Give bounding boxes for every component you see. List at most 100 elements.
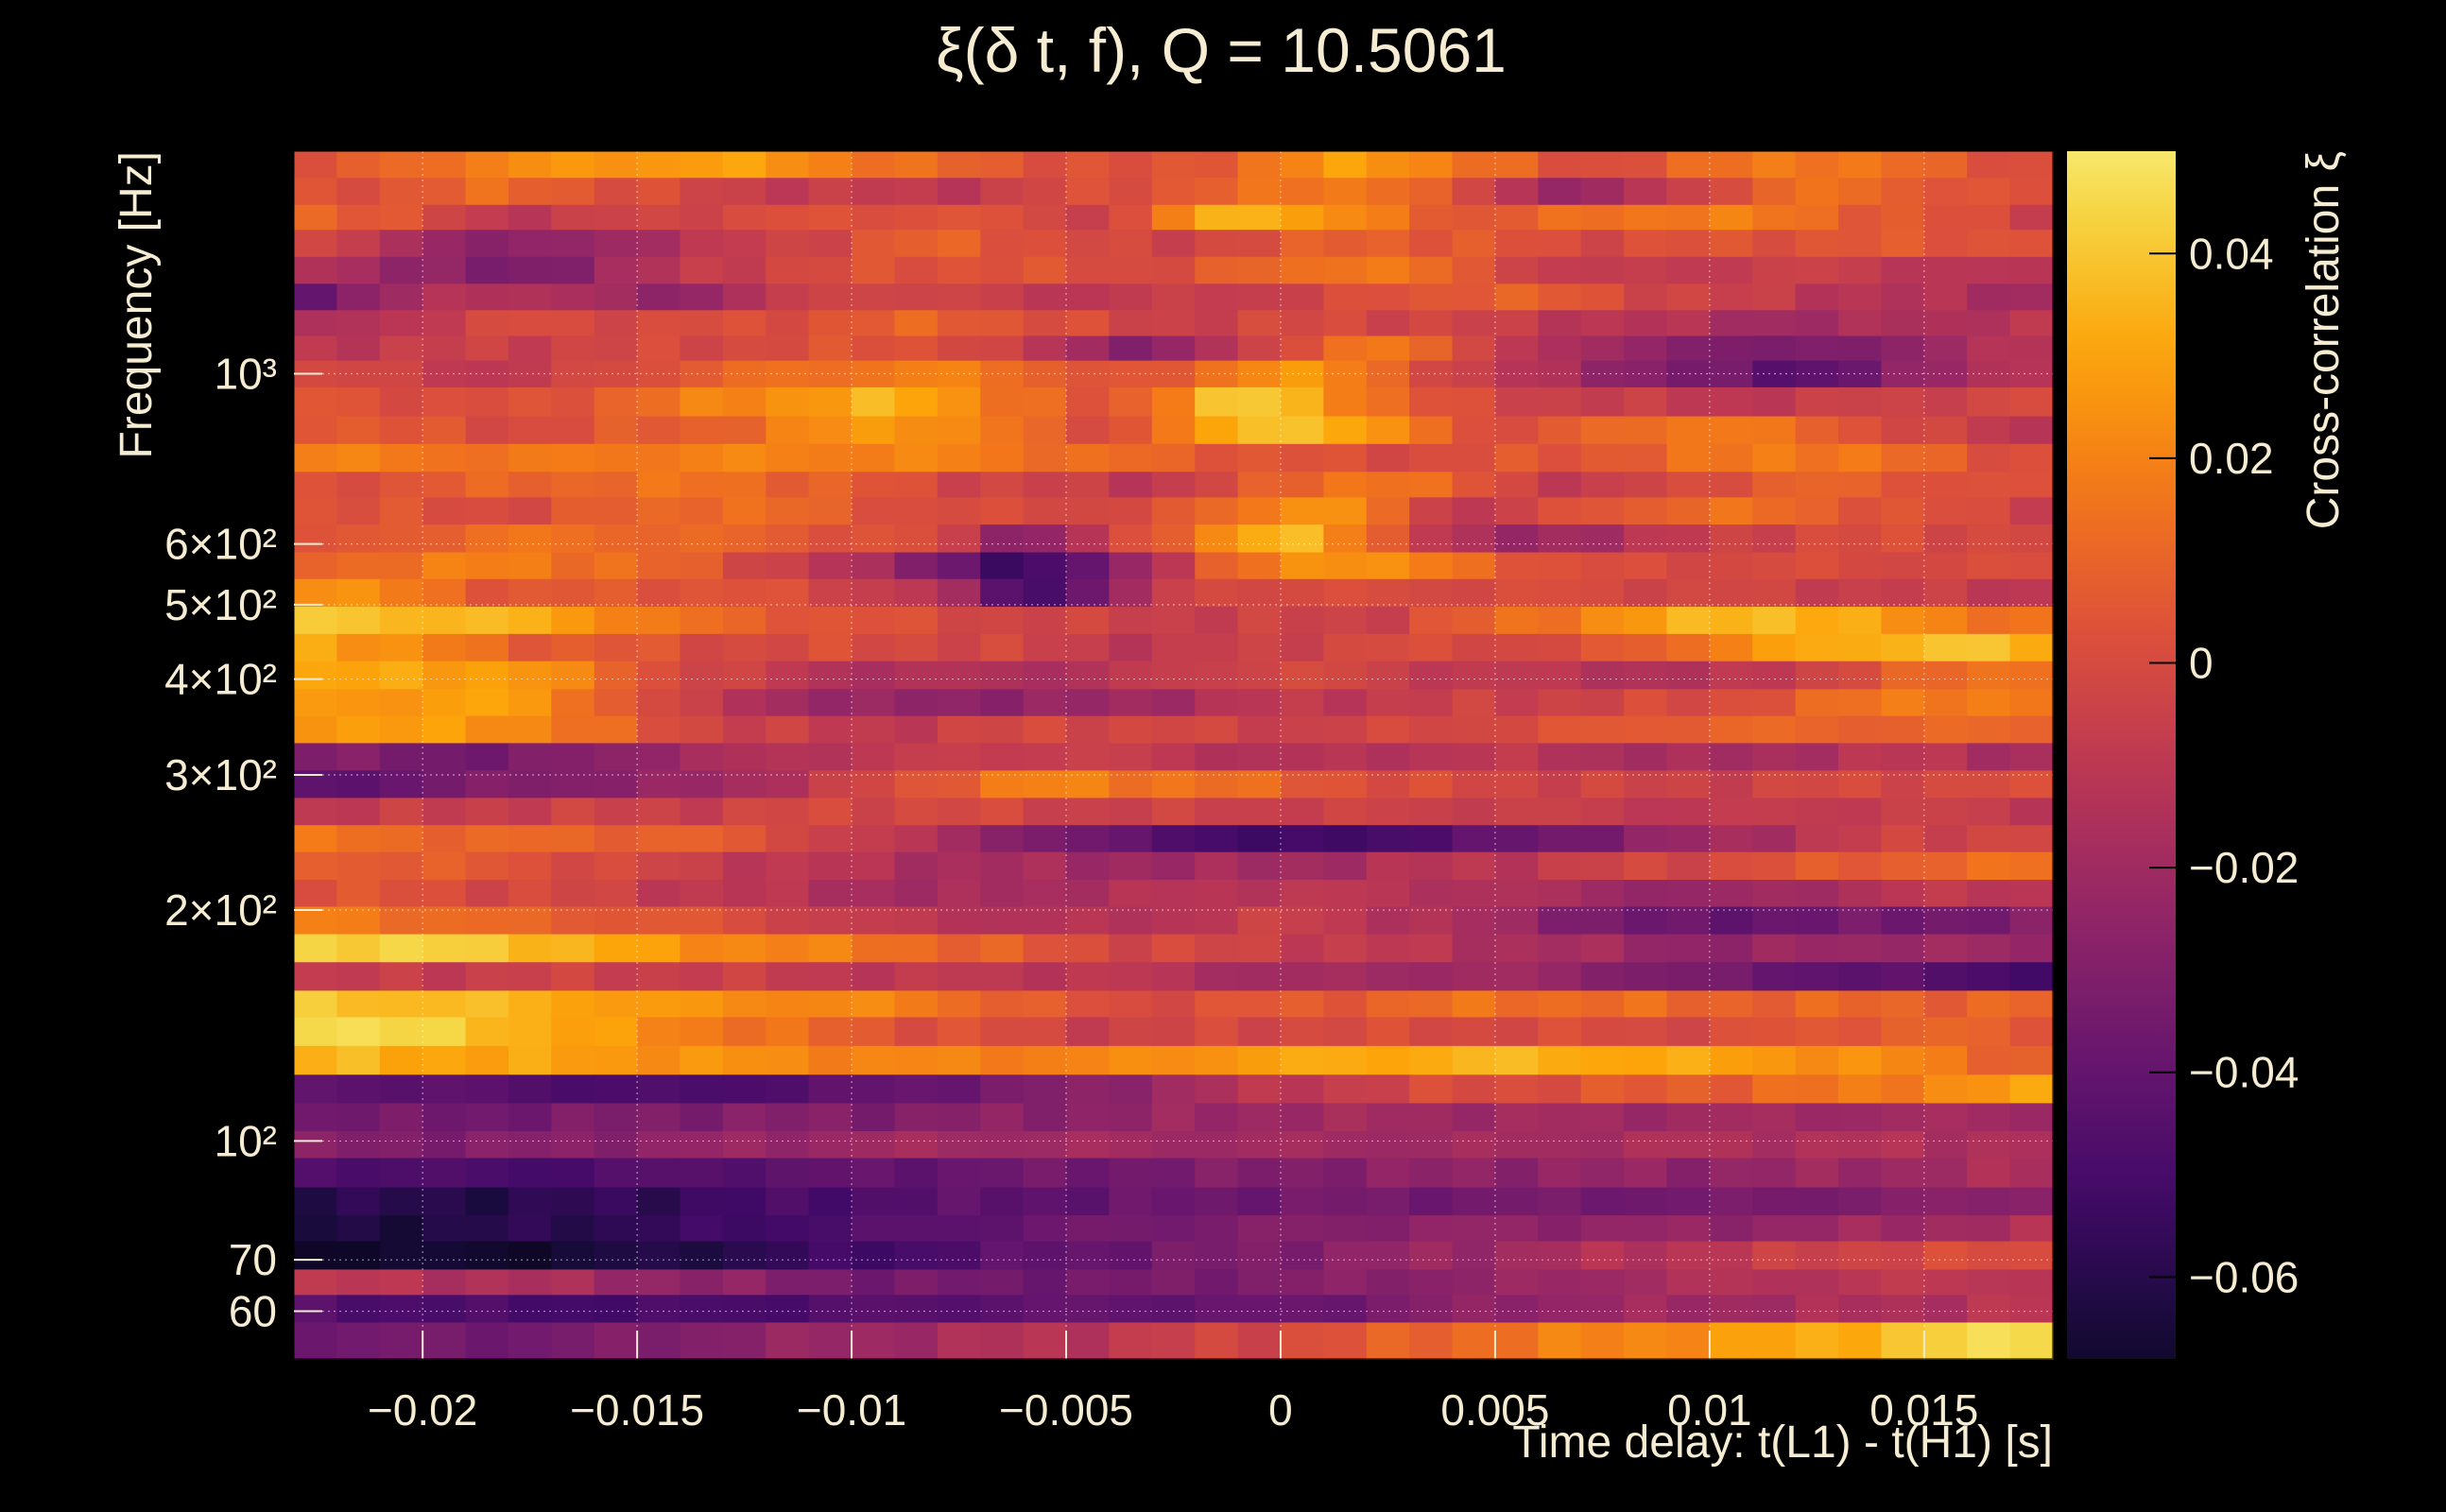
heatmap-cell [637,1074,681,1105]
heatmap-cell [808,178,853,206]
heatmap-cell [1151,443,1196,472]
heatmap-cell [680,633,724,662]
heatmap-cell [1409,1269,1454,1297]
heatmap-cell [937,284,981,311]
heatmap-cell [722,230,767,258]
heatmap-cell [1967,1158,2011,1189]
heatmap-cell [1838,990,1883,1019]
heatmap-cell [2009,256,2054,284]
x-tick-label: −0.01 [797,1385,906,1435]
heatmap-cell [1538,715,1582,745]
heatmap-cell [1452,825,1496,853]
heatmap-cell [551,1241,595,1271]
heatmap-cell [1666,1130,1711,1160]
heatmap-cell [594,1295,638,1324]
heatmap-cell [1709,607,1753,635]
heatmap-cell [1709,360,1753,388]
heatmap-cell [294,1158,338,1189]
heatmap-cell [680,934,724,963]
heatmap-cell [294,256,338,284]
heatmap-cell [937,472,981,499]
heatmap-cell [1838,715,1883,745]
heatmap-cell [980,1187,1025,1216]
heatmap-cell [1795,1045,1839,1075]
heatmap-cell [980,1074,1025,1105]
heatmap-cell [465,284,509,311]
heatmap-cell [1538,1187,1582,1216]
heatmap-cell [594,661,638,691]
heatmap-cell [1795,387,1839,418]
heatmap-cell [1494,416,1540,445]
heatmap-cell [894,1295,939,1324]
heatmap-cell [2009,335,2054,362]
heatmap-cell [1881,1295,1925,1324]
heatmap-cell [1237,661,1282,691]
heatmap-cell [808,472,853,499]
heatmap-cell [1624,416,1668,445]
heatmap-cell [1151,1017,1196,1047]
heatmap-cell [1580,552,1625,580]
heatmap-cell [1409,934,1454,963]
heatmap-cell [1066,689,1111,717]
heatmap-cell [637,1322,681,1360]
heatmap-cell [1538,633,1582,662]
heatmap-cell [1624,851,1668,881]
heatmap-cell [1967,284,2011,311]
heatmap-cell [1195,906,1239,936]
y-tick-label: 2×10² [164,885,277,935]
heatmap-cell [680,178,724,206]
heatmap-cell [1237,851,1282,881]
heatmap-cell [937,906,981,936]
heatmap-cell [1709,524,1753,554]
heatmap-cell [1280,1295,1325,1324]
heatmap-cell [1023,1295,1067,1324]
heatmap-cell [422,715,467,745]
heatmap-cell [1795,1074,1839,1105]
heatmap-cell [1666,1241,1711,1271]
heatmap-cell [1023,178,1067,206]
heatmap-cell [766,204,810,231]
heatmap-cell [465,990,509,1019]
heatmap-cell [1280,387,1325,418]
heatmap-cell [1109,1215,1153,1243]
heatmap-cell [1752,472,1797,499]
heatmap-cell [937,880,981,908]
heatmap-cell [336,962,381,992]
heatmap-cell [422,661,467,691]
heatmap-cell [766,387,810,418]
heatmap-cell [808,335,853,362]
heatmap-cell [1923,1187,1968,1216]
heatmap-cell [808,552,853,580]
heatmap-cell [1624,360,1668,388]
heatmap-cell [1494,443,1540,472]
heatmap-cell [1624,990,1668,1019]
heatmap-cell [937,360,981,388]
heatmap-cell [1151,1187,1196,1216]
heatmap-cell [1109,1130,1153,1160]
heatmap-cell [294,1295,338,1324]
heatmap-cell [1752,1074,1797,1105]
heatmap-cell [1366,472,1410,499]
heatmap-cell [1237,151,1282,179]
heatmap-cell [1752,256,1797,284]
heatmap-cell [894,1045,939,1075]
heatmap-cell [808,1241,853,1271]
heatmap-cell [1366,1322,1410,1360]
color-bar-label: Cross-correlation ξ [2299,151,2349,529]
heatmap-cell [422,497,467,525]
heatmap-cell [379,578,423,608]
heatmap-cell [1066,178,1111,206]
heatmap-cell [852,204,896,231]
heatmap-cell [1023,689,1067,717]
heatmap-cell [1838,204,1883,231]
heatmap-cell [1967,1322,2011,1360]
heatmap-cell [808,607,853,635]
y-tick-label: 60 [229,1287,277,1336]
heatmap-cell [508,416,553,445]
heatmap-cell [1366,906,1410,936]
heatmap-cell [1195,552,1239,580]
heatmap-cell [1066,360,1111,388]
heatmap-cell [808,715,853,745]
heatmap-cell [294,230,338,258]
heatmap-cell [594,1241,638,1271]
